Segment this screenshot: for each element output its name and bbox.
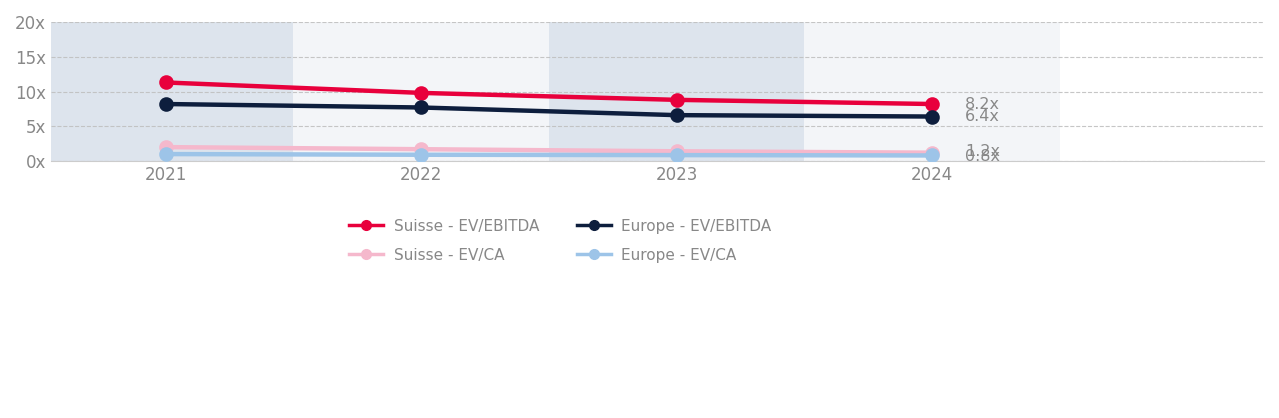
Text: 8.2x: 8.2x — [966, 97, 1000, 112]
Bar — [38, 22, 293, 161]
Text: 6.4x: 6.4x — [966, 109, 1000, 124]
Text: 1.2x: 1.2x — [966, 144, 1000, 159]
Bar — [804, 22, 1060, 161]
Bar — [293, 22, 549, 161]
Text: 0.8x: 0.8x — [966, 149, 1000, 164]
Bar — [549, 22, 804, 161]
Legend: Suisse - EV/EBITDA, Suisse - EV/CA, Europe - EV/EBITDA, Europe - EV/CA: Suisse - EV/EBITDA, Suisse - EV/CA, Euro… — [343, 213, 778, 269]
